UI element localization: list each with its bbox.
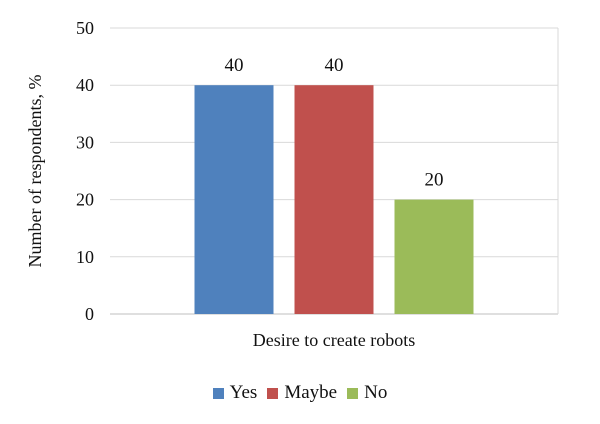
legend: Yes Maybe No: [0, 379, 600, 407]
y-axis-label: Number of respondents, %: [25, 75, 45, 268]
y-tick-label-40: 40: [76, 75, 94, 95]
data-labels: 40 40 20: [225, 55, 444, 190]
bar-no: [394, 199, 474, 314]
y-tick-label-20: 20: [76, 190, 94, 210]
legend-item-no: No: [347, 382, 387, 404]
data-label-yes: 40: [225, 55, 244, 76]
bar-maybe: [294, 85, 374, 314]
y-tick-label-10: 10: [76, 247, 94, 267]
legend-label-maybe: Maybe: [284, 382, 338, 403]
legend-item-maybe: Maybe: [267, 382, 337, 404]
bars: [194, 85, 474, 314]
data-label-maybe: 40: [325, 55, 344, 76]
legend-swatch-maybe: [267, 387, 279, 399]
legend-label-no: No: [364, 382, 388, 403]
y-tick-labels: 0 10 20 30 40 50: [76, 18, 94, 324]
x-axis-label: Desire to create robots: [253, 330, 415, 350]
y-tick-label-50: 50: [76, 18, 94, 38]
legend-label-yes: Yes: [229, 382, 258, 403]
legend-item-yes: Yes: [212, 382, 258, 404]
y-tick-label-0: 0: [85, 304, 94, 324]
legend-swatch-yes: [212, 387, 224, 399]
data-label-no: 20: [425, 170, 444, 191]
legend-swatch-no: [347, 387, 359, 399]
bar-yes: [194, 85, 274, 314]
y-tick-label-30: 30: [76, 132, 94, 152]
